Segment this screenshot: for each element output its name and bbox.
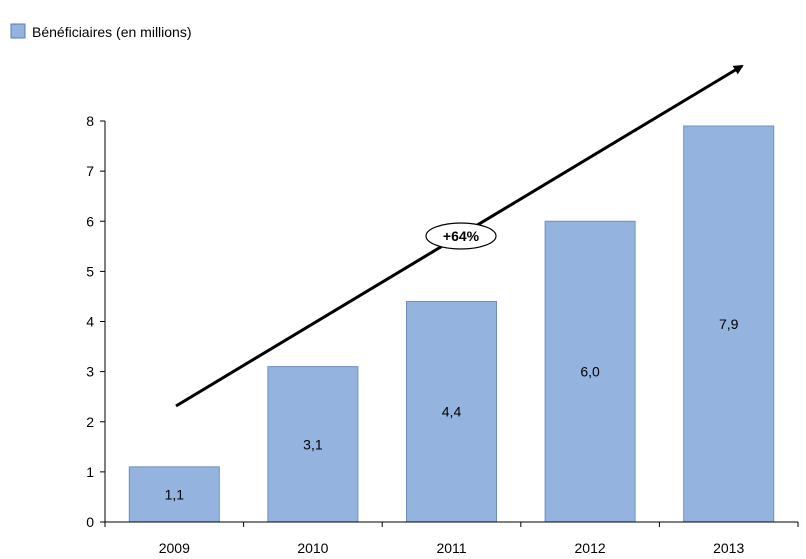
x-ticks-group: 2009 2010 2011 2012 2013 [104,522,799,556]
x-tick-label: 2011 [436,540,466,556]
value-label-2012: 6,0 [580,364,600,380]
legend-label: Bénéficiaires (en millions) [32,24,192,40]
value-label-2010: 3,1 [303,436,323,452]
y-tick-label: 3 [86,364,94,380]
bar-2012 [544,220,636,523]
value-label-2011: 4,4 [442,404,462,420]
y-tick-label: 8 [86,113,94,129]
y-tick-label: 1 [86,464,94,480]
bar-2009 [128,466,220,523]
bars-group [128,125,775,523]
growth-annotation: +64% [175,64,744,408]
x-tick-label: 2013 [713,540,744,556]
value-label-2013: 7,9 [719,316,739,332]
legend-swatch [10,23,26,39]
bar-2011 [406,300,497,523]
value-labels-group: 1,1 3,1 4,4 6,0 7,9 [165,316,739,502]
value-label-2009: 1,1 [165,486,185,502]
bar-2013 [683,125,775,523]
y-tick-label: 7 [86,163,94,179]
y-tick-label: 2 [86,414,94,430]
y-tick-label: 4 [86,314,94,330]
y-tick-label: 0 [86,514,94,530]
growth-label: +64% [443,228,480,244]
growth-badge [425,222,497,250]
y-ticks-group: 0 1 2 3 4 5 6 7 8 [86,113,105,530]
x-tick-label: 2010 [297,540,328,556]
bar-2010 [267,366,359,523]
x-tick-label: 2009 [159,540,190,556]
y-tick-label: 5 [86,263,94,279]
legend: Bénéficiaires (en millions) [10,23,192,40]
x-tick-label: 2012 [575,540,606,556]
y-tick-label: 6 [86,213,94,229]
